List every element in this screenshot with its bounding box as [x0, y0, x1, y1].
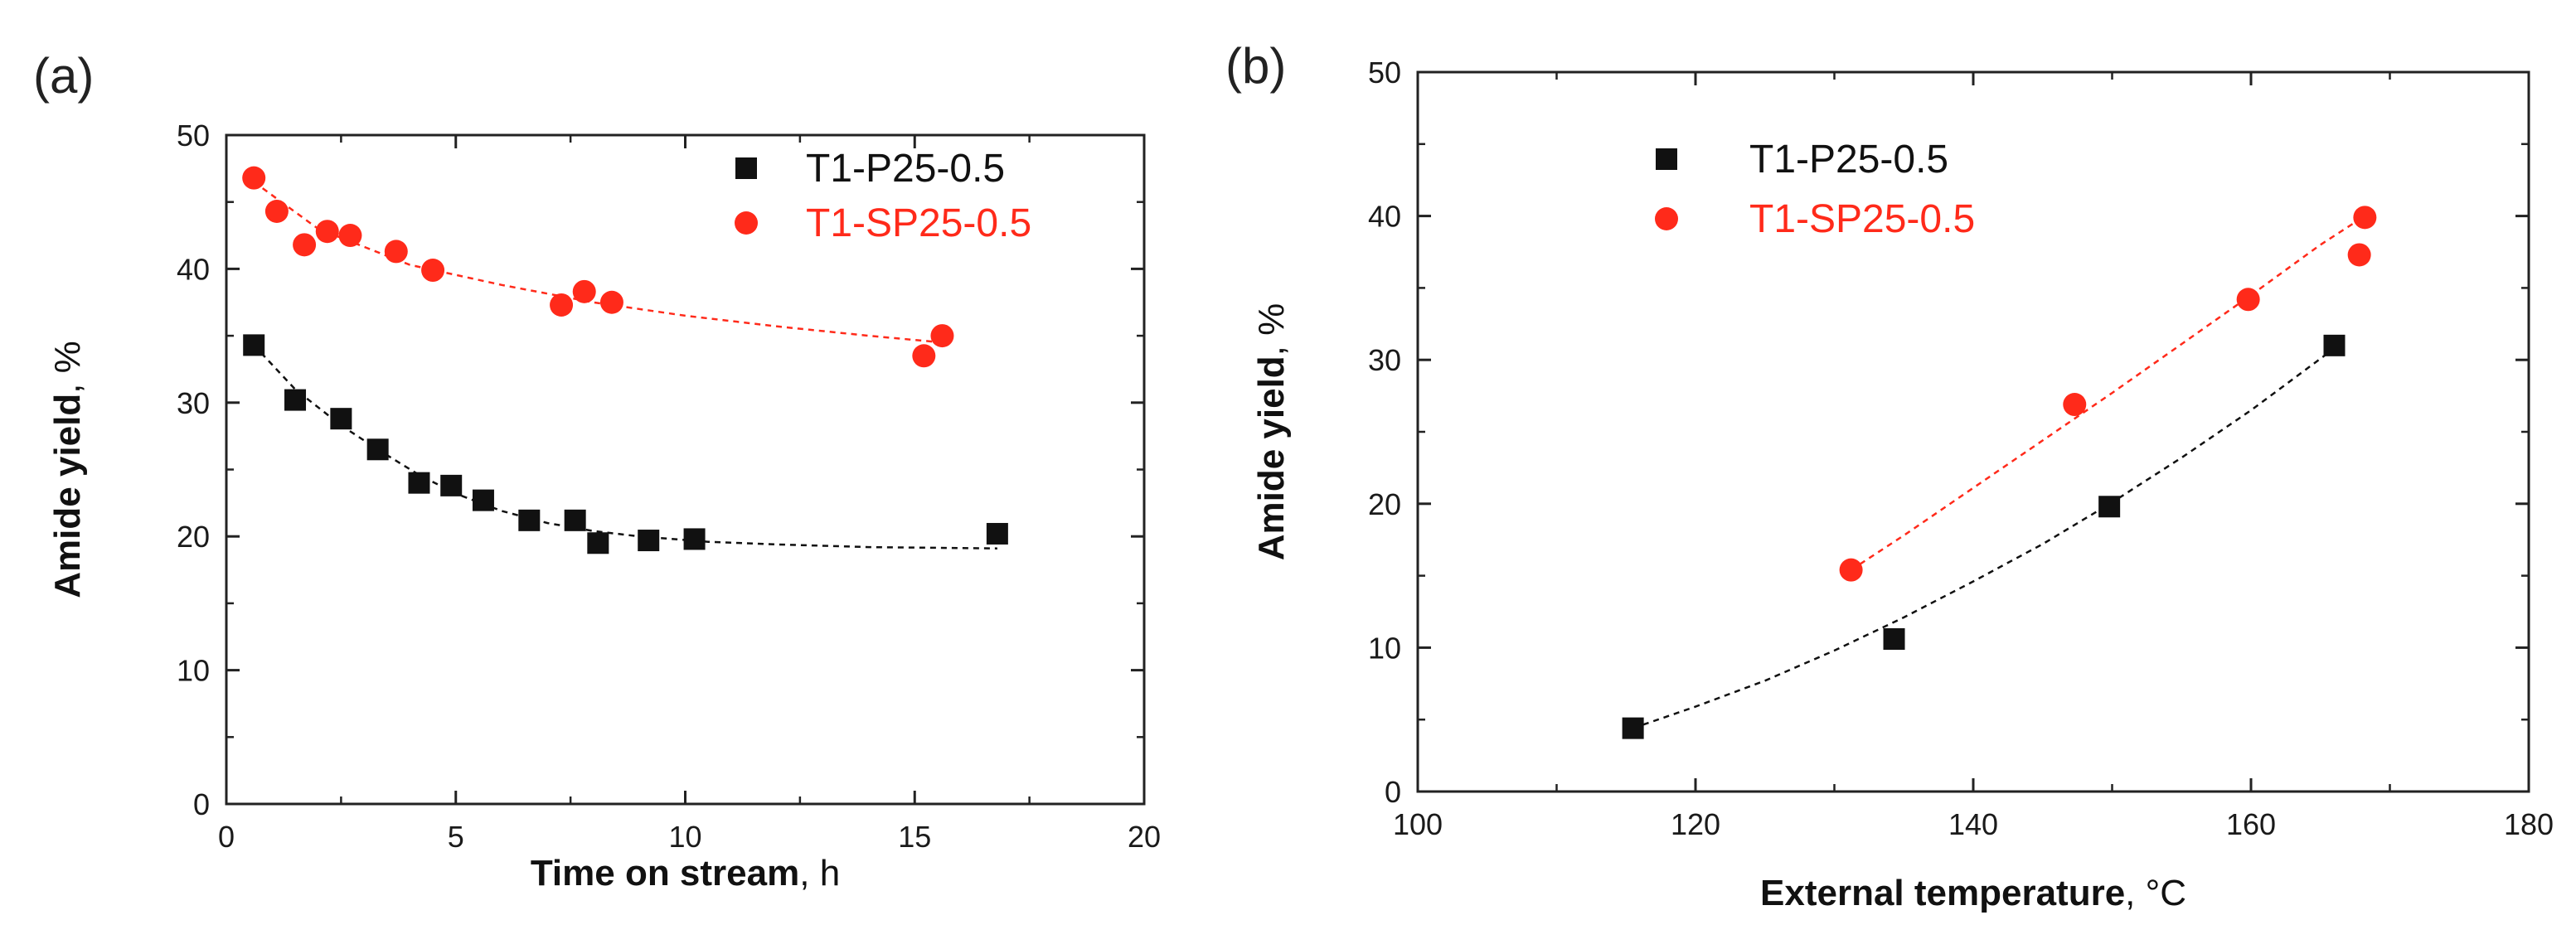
y-axis-title-unit-b: , %: [1251, 303, 1292, 356]
data-point-a-0-10: [638, 530, 660, 552]
trend-line-b-1: [1850, 215, 2365, 571]
data-point-b-1-4: [2353, 206, 2377, 230]
data-point-b-1-1: [2063, 393, 2087, 417]
x-axis-title-main-a: Time on stream: [531, 853, 799, 893]
data-point-b-1-0: [1839, 558, 1863, 582]
chart-panel-a: (a) 0 5 10 15 20 0 10 20 30 40 50 Time on stream, h A…: [33, 48, 1161, 893]
data-point-a-0-1: [284, 389, 307, 411]
y-tick-label-a-5: 50: [177, 119, 210, 153]
data-point-b-0-0: [1622, 717, 1644, 739]
legend-label-b-0: T1-P25-0.5: [1749, 138, 1948, 182]
y-axis-title-a: Amide yield, %: [47, 341, 88, 598]
y-tick-label-b-0: 0: [1385, 775, 1401, 809]
x-axis-title-unit-a: , h: [799, 853, 840, 893]
data-point-a-0-8: [564, 509, 586, 531]
data-point-a-1-11: [930, 324, 954, 348]
legend-label-a-0: T1-P25-0.5: [806, 147, 1005, 191]
data-point-b-0-3: [2323, 334, 2346, 356]
data-point-a-1-6: [421, 259, 445, 283]
data-point-a-1-0: [242, 166, 266, 190]
y-axis-a: 0 10 20 30 40 50: [177, 119, 1144, 821]
legend-b: T1-P25-0.5 T1-SP25-0.5: [1655, 138, 1975, 241]
x-axis-title-b: External temperature, °C: [1760, 873, 2186, 913]
y-axis-title-unit-a: , %: [47, 341, 88, 394]
series-b-1: [1839, 206, 2377, 582]
data-point-b-1-3: [2347, 243, 2371, 267]
data-point-a-1-7: [550, 293, 574, 317]
legend-marker-b-1: [1655, 207, 1678, 230]
y-tick-label-b-2: 20: [1368, 487, 1401, 521]
data-point-a-0-9: [587, 532, 609, 554]
y-tick-label-a-1: 10: [177, 654, 210, 688]
legend-marker-b-0: [1656, 148, 1677, 170]
data-point-a-0-0: [243, 334, 265, 356]
data-point-a-1-8: [572, 279, 596, 303]
data-point-a-1-10: [912, 344, 936, 368]
x-axis-a: 0 5 10 15 20: [218, 135, 1161, 854]
plot-frame-b: [1416, 70, 2530, 793]
y-axis-b: 0 10 20 30 40 50: [1368, 56, 2529, 809]
x-tick-label-a-0: 0: [218, 820, 235, 854]
data-point-a-0-11: [683, 528, 706, 550]
trend-line-a-0: [253, 344, 997, 550]
y-axis-title-main-b: Amide yield: [1251, 356, 1292, 560]
legend-marker-a-0: [735, 157, 757, 179]
x-tick-label-a-2: 10: [668, 820, 701, 854]
x-tick-label-b-3: 160: [2226, 807, 2276, 841]
y-tick-label-a-0: 0: [193, 787, 210, 821]
panel-label-b: (b): [1225, 38, 1286, 94]
legend-label-a-1: T1-SP25-0.5: [806, 201, 1031, 245]
data-point-a-1-4: [338, 224, 362, 248]
data-point-a-0-3: [366, 438, 389, 461]
y-axis-title-b: Amide yield, %: [1251, 303, 1292, 561]
x-tick-label-b-2: 140: [1948, 807, 1998, 841]
x-tick-label-b-0: 100: [1393, 807, 1443, 841]
data-point-a-1-5: [384, 240, 408, 264]
x-axis-title-unit-b: , °C: [2125, 873, 2186, 913]
x-axis-b: 100 120 140 160 180: [1393, 72, 2554, 841]
y-tick-label-b-4: 40: [1368, 200, 1401, 234]
legend-a: T1-P25-0.5 T1-SP25-0.5: [735, 147, 1031, 245]
data-point-a-1-9: [599, 290, 623, 314]
x-tick-label-a-3: 15: [898, 820, 931, 854]
data-point-a-0-7: [518, 509, 541, 531]
legend-label-b-1: T1-SP25-0.5: [1749, 197, 1975, 241]
series-a-0: [243, 334, 1008, 554]
data-point-a-1-1: [264, 199, 289, 223]
y-tick-label-b-1: 10: [1368, 631, 1401, 665]
data-point-a-0-2: [330, 408, 352, 430]
data-point-b-1-2: [2236, 288, 2260, 312]
y-tick-label-a-2: 20: [177, 520, 210, 554]
series-b-0: [1622, 334, 2346, 739]
trend-line-b-0: [1632, 347, 2336, 729]
chart-panel-b: (b) 100 120 140 160 180 0 10 20 30 40 50 External te…: [1225, 38, 2554, 913]
data-point-a-1-3: [315, 220, 339, 244]
y-tick-label-b-3: 30: [1368, 343, 1401, 377]
x-tick-label-b-4: 180: [2504, 807, 2554, 841]
panel-label-a: (a): [33, 48, 94, 104]
legend-marker-a-1: [735, 211, 758, 235]
data-point-a-0-4: [408, 472, 430, 494]
data-point-a-0-6: [472, 489, 494, 511]
y-axis-title-main-a: Amide yield: [47, 394, 88, 598]
x-axis-title-main-b: External temperature: [1760, 873, 2125, 913]
x-axis-title-a: Time on stream, h: [531, 853, 840, 893]
x-tick-label-b-1: 120: [1671, 807, 1720, 841]
data-point-a-1-2: [293, 233, 317, 257]
y-tick-label-a-4: 40: [177, 252, 210, 286]
x-tick-label-a-1: 5: [448, 820, 464, 854]
y-tick-label-a-3: 30: [177, 386, 210, 420]
y-tick-label-b-5: 50: [1368, 56, 1401, 90]
x-tick-label-a-4: 20: [1128, 820, 1161, 854]
data-point-b-0-2: [2098, 496, 2121, 518]
data-point-b-0-1: [1883, 627, 1905, 650]
series-a-1: [242, 166, 954, 368]
data-point-a-0-5: [440, 474, 463, 496]
data-point-a-0-12: [986, 522, 1008, 545]
